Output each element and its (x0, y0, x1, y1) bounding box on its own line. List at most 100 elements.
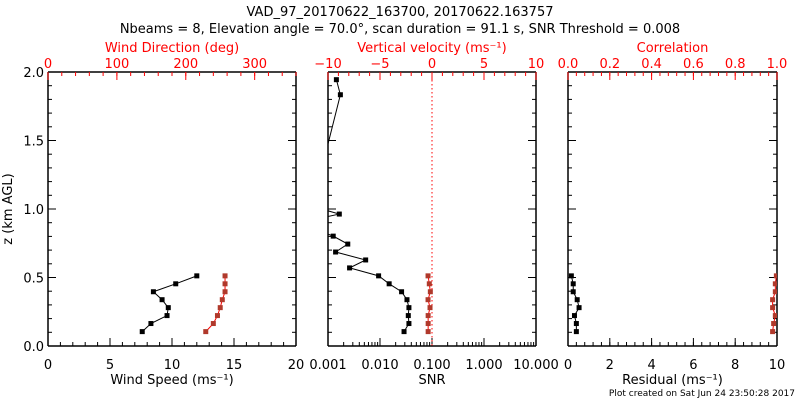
x-tick-label: 0.100 (413, 358, 450, 373)
data-point (404, 297, 410, 303)
data-point (159, 297, 165, 303)
data-point (310, 204, 315, 209)
data-point (574, 297, 580, 303)
data-point (425, 329, 431, 335)
y-tick-label: 1.0 (23, 203, 44, 218)
data-point (401, 329, 407, 335)
data-point (363, 257, 369, 263)
data-point (219, 297, 225, 303)
data-point (570, 281, 576, 287)
series-correlation (770, 273, 777, 335)
x-tick-label: 10.000 (513, 358, 559, 373)
chart-subtitle: Nbeams = 8, Elevation angle = 70.0°, sca… (120, 22, 680, 37)
x-tick-label: 6 (689, 358, 697, 373)
data-point (165, 305, 171, 311)
data-point (770, 297, 776, 303)
data-point (425, 321, 431, 327)
top-tick-label: 10 (528, 57, 545, 72)
top-axis-label: Vertical velocity (ms⁻¹) (357, 41, 506, 56)
series-vertical-velocity (425, 273, 433, 335)
data-point (330, 233, 336, 239)
x-tick-label: 10 (769, 358, 786, 373)
data-point (770, 305, 776, 311)
panel-3: 0 2 4 6 8 10 Residual (ms⁻¹) 0.0 0.2 0.4 0.6 0.8 1.0… (558, 41, 788, 388)
data-point (573, 321, 579, 327)
top-tick-label: 5 (480, 57, 488, 72)
top-tick-label: 0.6 (683, 57, 704, 72)
data-point (345, 241, 351, 247)
data-point (310, 226, 315, 231)
data-point (164, 313, 170, 319)
data-point (203, 329, 209, 335)
data-point (222, 289, 228, 295)
x-axis-label: Wind Speed (ms⁻¹) (110, 373, 233, 388)
x-tick-label: 1.000 (465, 358, 502, 373)
series-line (328, 79, 410, 332)
data-point (570, 289, 576, 295)
data-point (770, 329, 776, 335)
data-point (425, 313, 431, 319)
x-tick-label: 5 (106, 358, 114, 373)
data-point (347, 265, 353, 271)
data-point (771, 321, 777, 327)
data-point (222, 281, 228, 287)
data-point (425, 297, 431, 303)
top-tick-label: −5 (370, 57, 389, 72)
x-tick-label: 0.001 (309, 358, 346, 373)
data-point (427, 289, 433, 295)
data-point (772, 289, 777, 295)
data-point (399, 289, 405, 295)
x-tick-label: 0.010 (361, 358, 398, 373)
data-point (214, 313, 220, 319)
data-point (406, 321, 412, 327)
data-point (571, 313, 577, 319)
data-point (772, 313, 777, 319)
data-point (173, 281, 179, 287)
series-wind-direction (203, 273, 228, 335)
plot-created-footer: Plot created on Sat Jun 24 23:50:28 2017 (609, 389, 795, 399)
x-tick-label: 0 (44, 358, 52, 373)
x-tick-label: 8 (731, 358, 739, 373)
top-tick-label: 1.0 (767, 57, 788, 72)
series-line (141, 275, 197, 332)
y-tick-label: 0.0 (23, 340, 44, 355)
top-tick-label: 200 (173, 57, 198, 72)
x-tick-label: 10 (164, 358, 181, 373)
series-residual (568, 273, 582, 335)
chart-title: VAD_97_20170622_163700, 20170622.163757 (247, 5, 554, 20)
x-tick-label: 2 (606, 358, 614, 373)
data-point (148, 321, 154, 327)
x-axis-label: Residual (ms⁻¹) (622, 373, 723, 388)
data-point (376, 273, 382, 279)
top-tick-label: 0.8 (725, 57, 746, 72)
top-axis-label: Correlation (637, 41, 709, 56)
data-point (427, 305, 433, 311)
top-tick-label: 0 (44, 57, 52, 72)
top-tick-label: 0.4 (641, 57, 662, 72)
x-axis-label: SNR (418, 373, 445, 388)
x-tick-label: 15 (226, 358, 243, 373)
y-tick-label: 1.5 (23, 135, 44, 150)
data-point (336, 211, 342, 217)
y-tick-label: 2.0 (23, 66, 44, 81)
data-point (568, 273, 574, 279)
data-point (406, 305, 412, 311)
data-point (405, 313, 411, 319)
series-wind-speed (139, 273, 200, 335)
top-tick-label: 0 (428, 57, 436, 72)
data-point (310, 217, 315, 222)
top-tick-label: 0.0 (558, 57, 579, 72)
data-point (573, 329, 579, 335)
x-tick-label: 0 (564, 358, 572, 373)
data-point (386, 281, 392, 287)
data-point (773, 273, 777, 279)
data-point (576, 305, 582, 311)
data-point (333, 77, 339, 83)
data-point (772, 281, 777, 287)
x-tick-label: 4 (647, 358, 655, 373)
data-point (139, 329, 145, 335)
data-point (150, 289, 156, 295)
panel-2: 0.001 0.010 0.100 1.000 10.000 SNR −10 −5 0 5 10 Ve… (309, 41, 558, 388)
